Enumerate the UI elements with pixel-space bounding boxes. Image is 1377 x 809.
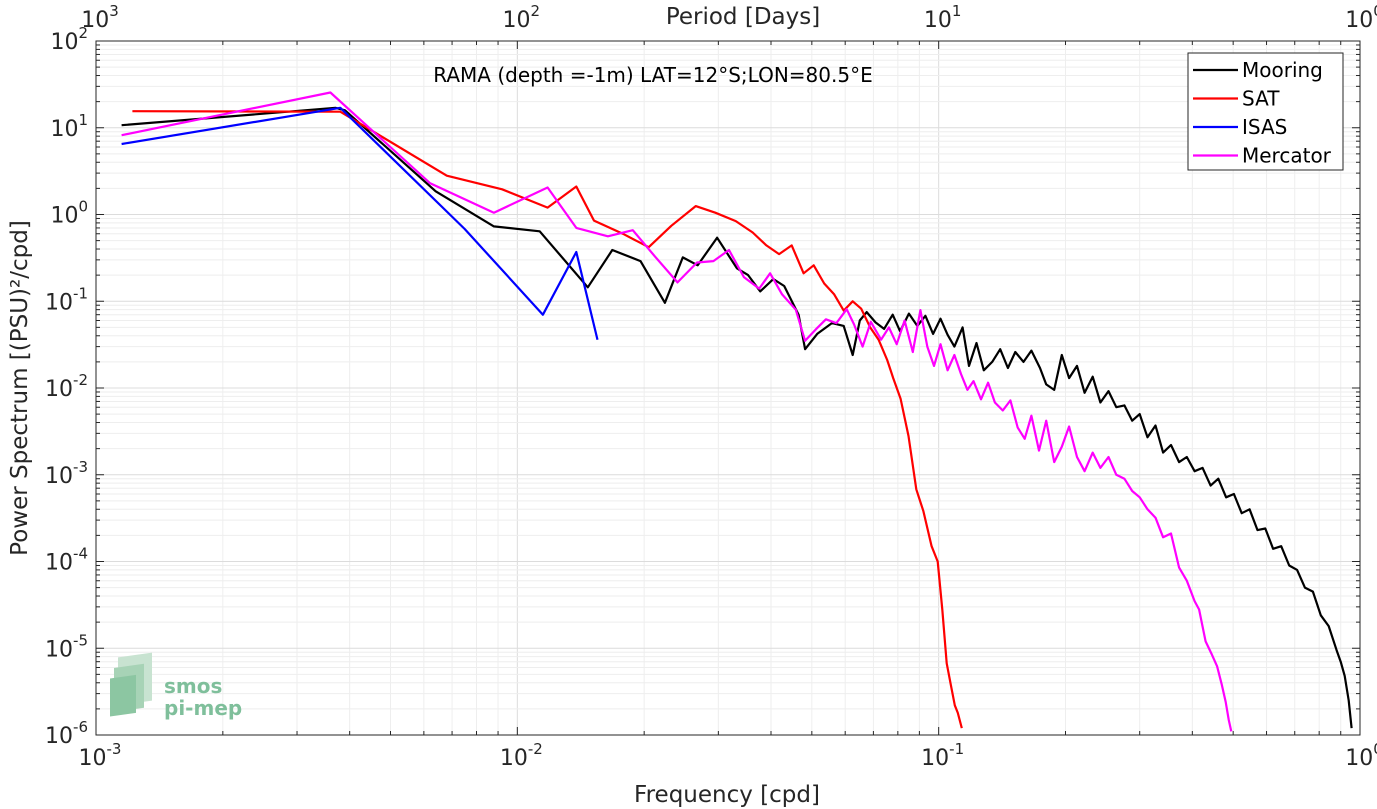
series-line-mercator (121, 91, 1233, 732)
legend-label-mooring: Mooring (1242, 58, 1323, 82)
legend-label-isas: ISAS (1242, 115, 1287, 139)
y-tick-label: 101 (50, 111, 88, 142)
legend-box (1187, 52, 1344, 171)
chart-title: RAMA (depth =-1m) LAT=12°S;LON=80.5°E (433, 63, 872, 87)
x2-tick-label: 102 (503, 2, 541, 33)
series-layer (121, 91, 1353, 732)
legend-label-sat: SAT (1242, 87, 1280, 111)
x-tick-label: 100 (1345, 740, 1377, 771)
series-line-sat (132, 110, 963, 729)
x2-tick-label: 103 (81, 2, 119, 33)
legend: Mooring SAT ISAS Mercator (1187, 52, 1344, 171)
series-line-isas (121, 106, 599, 340)
y-axis-label: Power Spectrum [(PSU)²/cpd] (7, 220, 33, 556)
grid (96, 41, 1360, 735)
y-tick-label: 10-4 (45, 545, 88, 576)
y-tick-label: 100 (50, 198, 88, 229)
y-tick-label: 10-6 (45, 718, 88, 749)
tick-marks (95, 41, 1360, 736)
x2-tick-label: 100 (1345, 2, 1377, 33)
tick-labels: 10-310-210-110010310210110010-610-510-41… (45, 2, 1377, 771)
x-tick-label: 10-2 (500, 740, 543, 771)
x-tick-label: 10-3 (79, 740, 122, 771)
y-tick-label: 102 (50, 24, 88, 55)
y-tick-label: 10-1 (45, 284, 88, 315)
x2-tick-label: 101 (924, 2, 962, 33)
y-tick-label: 10-2 (45, 371, 88, 402)
y-tick-label: 10-3 (45, 458, 88, 489)
x2-axis-label: Period [Days] (666, 4, 820, 30)
smos-pi-mep-logo: smos pi-mep (110, 652, 242, 720)
x-tick-label: 10-1 (921, 740, 964, 771)
legend-label-mercator: Mercator (1242, 144, 1332, 168)
x-axis-label: Frequency [cpd] (634, 782, 820, 808)
logo-line-1: smos (164, 674, 222, 698)
y-tick-label: 10-5 (45, 631, 88, 662)
logo-line-2: pi-mep (164, 696, 242, 720)
